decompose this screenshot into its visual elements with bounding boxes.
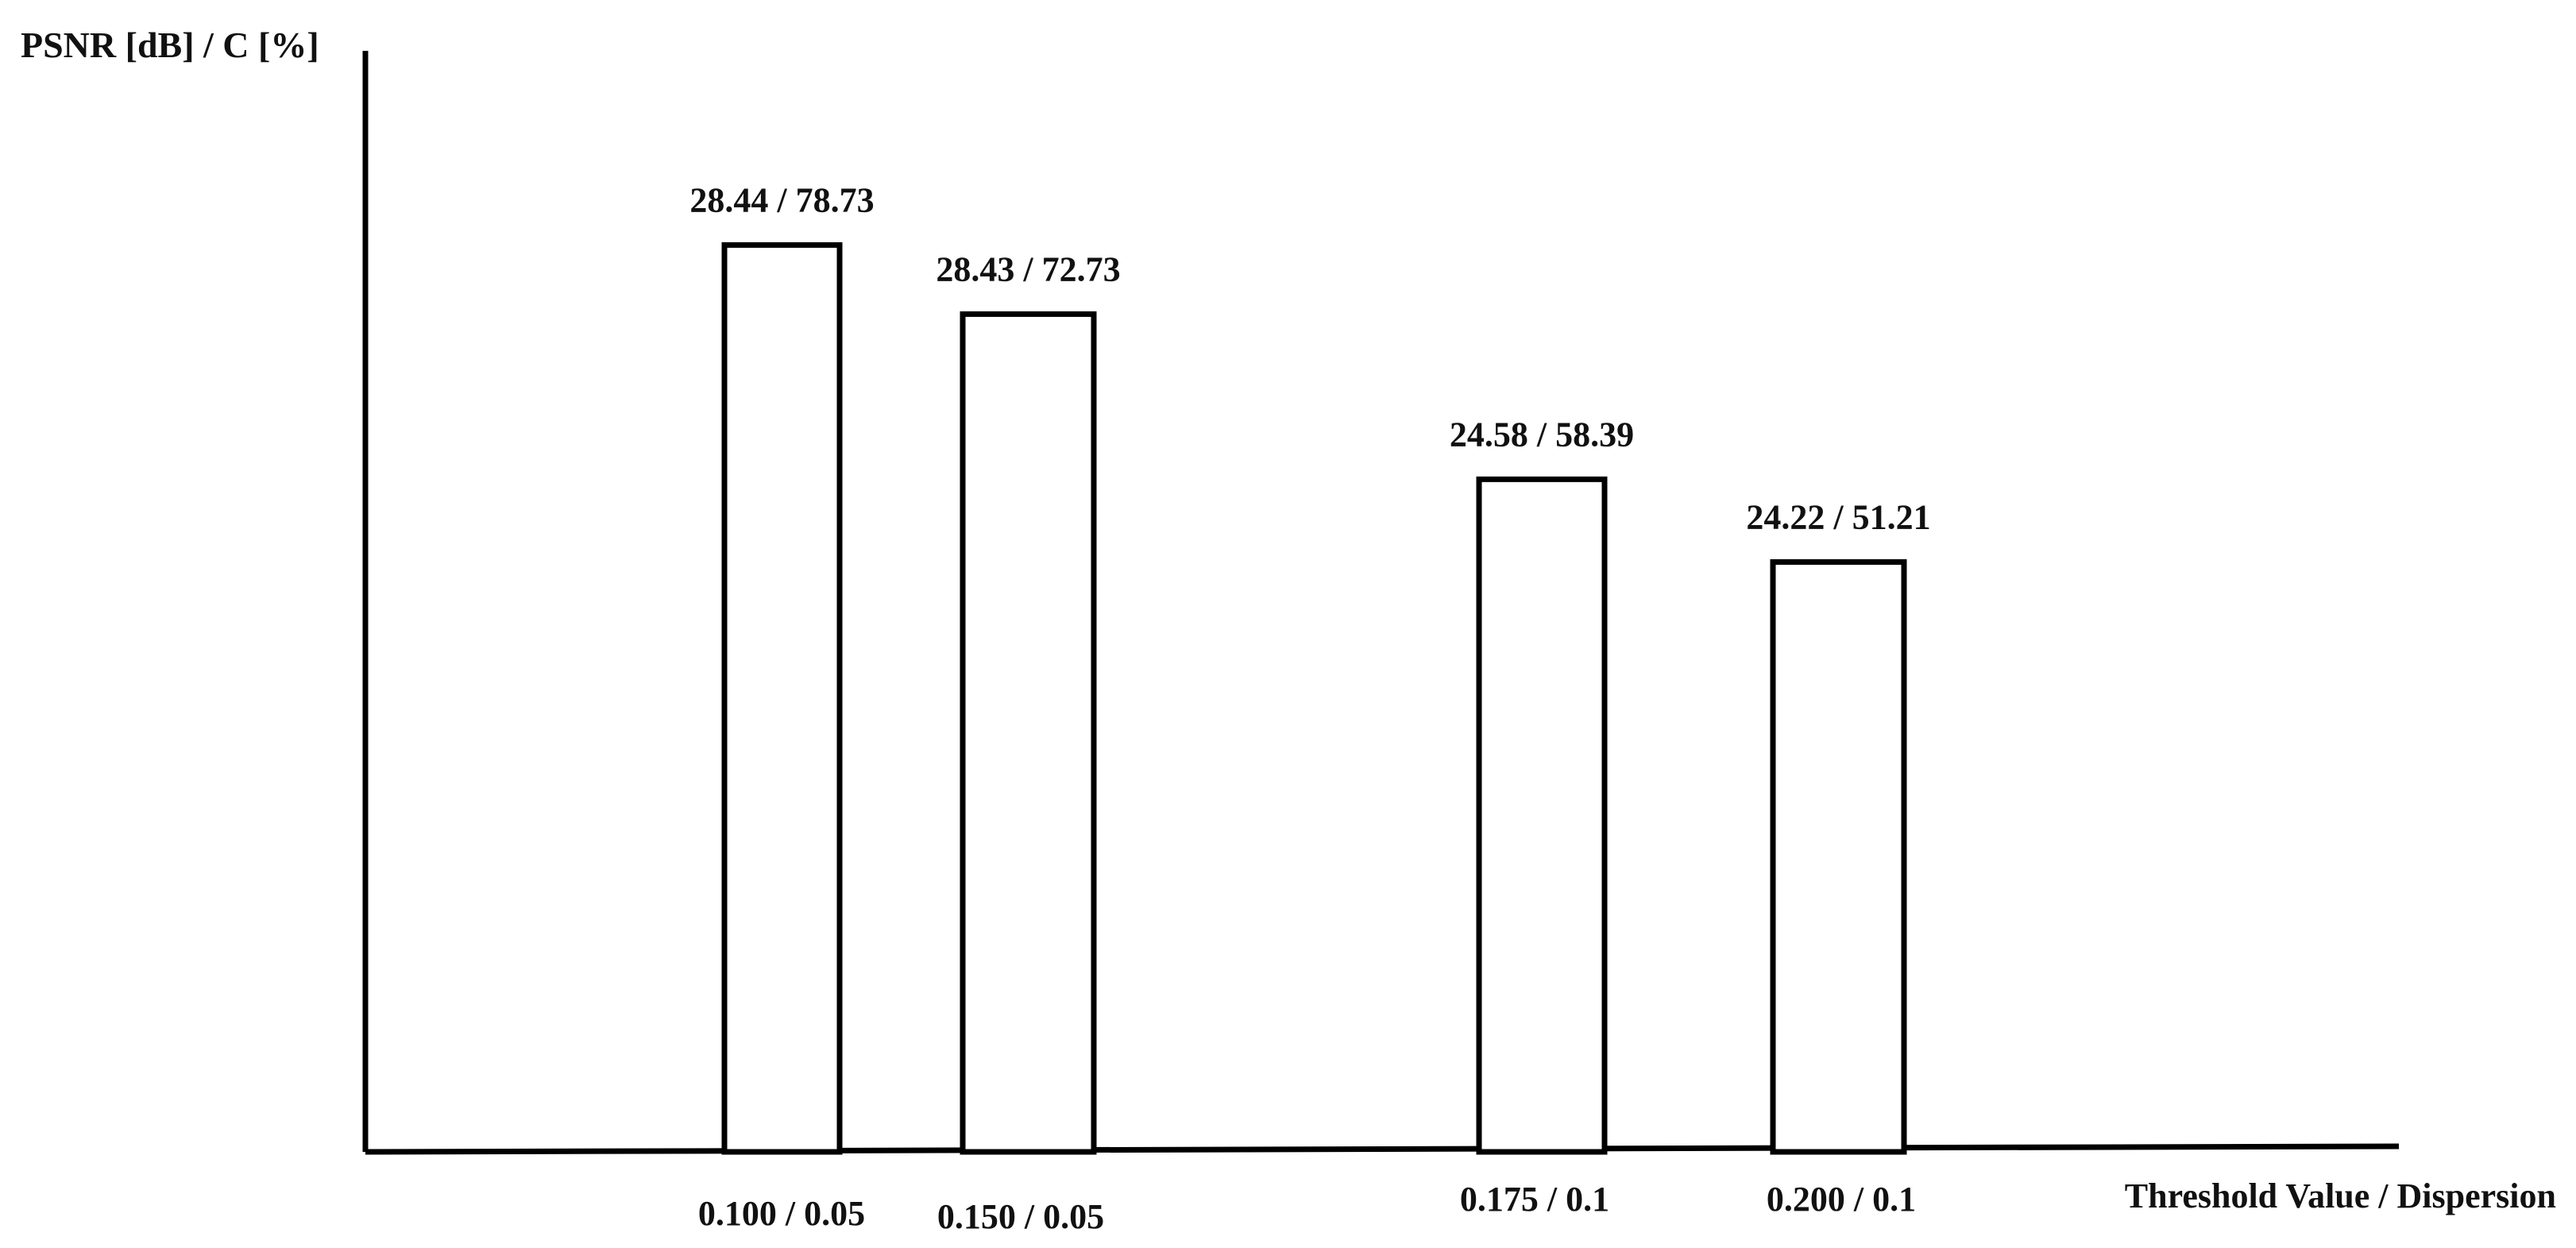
bar-1 xyxy=(721,241,843,1155)
bar-2 xyxy=(960,311,1097,1155)
x-tick-label-2: 0.150 / 0.05 xyxy=(937,1197,1104,1236)
y-axis-label: PSNR [dB] / C [%] xyxy=(21,25,319,65)
axes xyxy=(362,51,2400,1155)
data-label-2: 28.43 / 72.73 xyxy=(936,249,1120,288)
x-axis-line xyxy=(365,1143,2400,1155)
bar-4 xyxy=(1770,558,1907,1155)
x-tick-label-3: 0.175 / 0.1 xyxy=(1460,1180,1609,1219)
bar-3 xyxy=(1476,476,1608,1155)
bars-group xyxy=(721,241,1907,1155)
x-tick-label-1: 0.100 / 0.05 xyxy=(698,1194,865,1233)
data-label-1: 28.44 / 78.73 xyxy=(689,180,874,219)
tick-labels-group: 0.100 / 0.05 0.150 / 0.05 0.175 / 0.1 0.200… xyxy=(698,1180,1916,1236)
x-tick-label-4: 0.200 / 0.1 xyxy=(1767,1180,1916,1219)
data-labels-group: 28.44 / 78.73 28.43 / 72.73 24.58 / 58.39 2… xyxy=(689,180,1930,536)
x-axis-label: Threshold Value / Dispersion xyxy=(2125,1177,2556,1215)
data-label-4: 24.22 / 51.21 xyxy=(1746,497,1930,536)
data-label-3: 24.58 / 58.39 xyxy=(1450,415,1634,454)
